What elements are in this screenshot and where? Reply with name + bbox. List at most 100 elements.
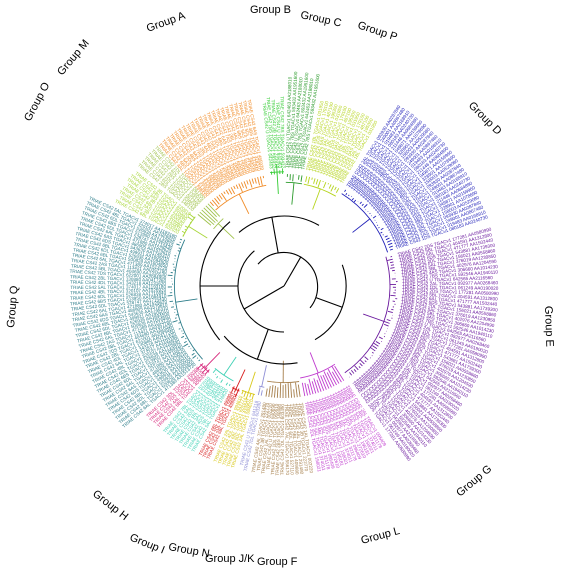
leaf-branch: [354, 365, 359, 371]
leaf-label: TRIAE CS42 5BL TGACv1 409880: [290, 404, 300, 476]
clade-arc-d: [341, 193, 389, 253]
leaf-branch: [201, 209, 216, 223]
leaf-branch: [298, 174, 300, 180]
leaf-label: TRIAE CS42 7BS TGACv1 593432 AA1951600: [288, 71, 298, 168]
leaf-branch: [251, 393, 255, 400]
leaf-branch: [372, 215, 377, 219]
leaf-branch: [214, 197, 220, 205]
leaf-branch: [200, 365, 206, 370]
leaf-branch: [330, 185, 335, 192]
leaf-label: TRIAE CS42 6DL TGACv1 526838 AA1710840: [70, 290, 167, 301]
leaf-branch: [271, 385, 274, 398]
clade-arc-o: [182, 216, 196, 237]
leaf-branch: [378, 336, 383, 340]
leaf-branch: [383, 321, 390, 324]
group-d-label: Group D: [466, 100, 504, 138]
leaf-branch: [265, 388, 268, 397]
leaf-branch: [188, 213, 196, 219]
clade-arc-c: [285, 181, 303, 185]
leaf-branch: [205, 205, 217, 218]
leaf-branch: [189, 221, 192, 224]
clade-stem-n: [235, 369, 246, 390]
leaf-branch: [249, 392, 252, 398]
group-l-label: Group L: [360, 525, 402, 547]
leaf-branch: [196, 357, 199, 359]
clade-arc-h: [200, 363, 210, 373]
clade-stem-m: [217, 223, 235, 240]
leaf-branch: [317, 179, 321, 188]
clade-arc-e: [344, 256, 391, 374]
leaf-branch: [316, 373, 325, 391]
leaf-branch: [220, 379, 223, 383]
leaf-branch: [181, 230, 186, 234]
leaf-branch: [327, 368, 337, 386]
leaf-branch: [353, 199, 357, 203]
leaf-branch: [192, 349, 195, 352]
leaf-label: TRIAE CS42 U TGACv1 642565 AA2116560: [402, 275, 494, 284]
leaf-label: TRIAE CS42 3B TGACv1 223910: [270, 100, 279, 169]
leaf-branch: [292, 174, 294, 182]
leaf-branch: [248, 179, 253, 188]
backbone-ray: [315, 297, 343, 308]
clade-arc-i: [214, 368, 234, 382]
leaf-branch: [207, 203, 221, 217]
group-h-label: Group H: [90, 488, 130, 523]
leaf-branch: [204, 369, 210, 375]
leaf-branch: [188, 345, 190, 348]
clade-stem-a: [238, 193, 250, 215]
leaf-label: TRIAE CS42 4DL TGACv1 343218 AA1131620: [70, 280, 166, 287]
leaf-branch: [178, 328, 181, 330]
clade-arc-g: [300, 363, 336, 379]
leaf-branch: [335, 188, 340, 193]
leaf-branch: [334, 186, 337, 191]
leaf-branch: [234, 388, 240, 398]
leaf-branch: [274, 385, 276, 398]
leaf-branch: [185, 337, 187, 340]
leaf-branch: [260, 390, 263, 396]
leaf-branch: [389, 261, 394, 264]
clade-stem-o: [188, 225, 208, 239]
leaf-branch: [360, 359, 365, 365]
clade-arc-l: [267, 380, 300, 384]
leaf-label: TRIAE CS42 7DL TGACv1 603490: [280, 404, 286, 476]
leaf-label: TRIAE CS42 U TGACv1 640690: [266, 403, 277, 470]
leaf-branch: [334, 365, 345, 381]
leaf-label: TRIAE CS42 5BL TGACv1 404591 AA1312800: [402, 291, 499, 302]
leaf-branch: [175, 314, 179, 316]
leaf-label: TRIAE CS42 7BS TGACv1 592546 AA1940110: [402, 269, 499, 280]
leaf-label: TRIAE CS42 4BL TGACv1 320107 AA1026920: [70, 287, 167, 295]
leaf-branch: [359, 201, 362, 205]
leaf-branch: [363, 204, 368, 208]
leaf-branch: [215, 373, 217, 375]
leaf-branch: [305, 176, 308, 182]
leaf-label: TRIAE CS42 5AL TGACv1 374017 AA1193180: [70, 284, 166, 290]
leaf-branch: [348, 194, 350, 197]
leaf-branch: [268, 386, 271, 398]
leaf-branch: [304, 382, 309, 396]
leaf-branch: [201, 367, 208, 374]
leaf-branch: [233, 185, 236, 190]
leaf-branch: [297, 384, 301, 397]
leaf-branch: [351, 197, 354, 201]
leaf-branch: [276, 387, 279, 398]
group-b-label: Group B: [250, 4, 291, 16]
clade-stem-d: [352, 218, 371, 233]
leaf-branch: [290, 383, 293, 398]
leaf-branch: [287, 383, 290, 398]
leaf-branch: [359, 362, 363, 367]
group-m-label: Group M: [55, 37, 92, 77]
leaf-branch: [378, 226, 380, 229]
leaf-label: TRIAE CS42 7AL TGACv1 556170: [284, 404, 290, 476]
backbone-ray: [283, 256, 302, 287]
backbone-arc: [223, 335, 298, 365]
leaf-branch: [220, 192, 227, 201]
leaf-branch: [276, 164, 278, 175]
leaf-branch: [364, 356, 369, 361]
leaf-branch: [313, 378, 319, 393]
leaf-branch: [191, 352, 195, 356]
leaf-branch: [251, 178, 255, 184]
leaf-branch: [257, 387, 261, 396]
leaf-branch: [389, 248, 394, 251]
clade-arc-p: [303, 183, 337, 197]
